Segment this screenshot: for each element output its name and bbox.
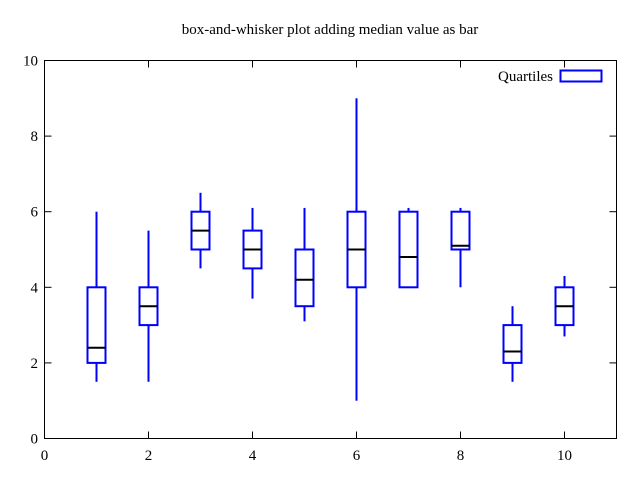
x-tick-label: 4 [249, 448, 257, 464]
y-tick-label: 6 [31, 205, 39, 221]
x-tick-label: 6 [353, 448, 361, 464]
chart-title: box-and-whisker plot adding median value… [182, 22, 479, 38]
box-and-whisker [398, 207, 419, 289]
box-and-whisker [450, 207, 471, 288]
legend: Quartiles [498, 69, 603, 85]
quartile-box [86, 286, 107, 364]
y-tick-label: 4 [31, 280, 39, 296]
box-and-whisker [86, 211, 107, 382]
x-tick-label: 10 [557, 448, 572, 464]
x-tick-label: 2 [145, 448, 153, 464]
box-series [86, 98, 575, 401]
box-and-whisker [190, 192, 211, 269]
quartile-box [294, 248, 315, 308]
box-and-whisker [138, 230, 159, 382]
quartile-box [502, 324, 523, 364]
y-tick-label: 8 [31, 129, 39, 145]
box-and-whisker [294, 207, 315, 322]
quartile-box [398, 210, 419, 289]
legend-label: Quartiles [498, 69, 553, 85]
y-tick-label: 10 [23, 54, 38, 70]
box-and-whisker [346, 98, 367, 401]
x-tick-label: 0 [41, 448, 49, 464]
y-tick-label: 0 [31, 432, 39, 448]
axes: 0 2 4 6 8 10 0 2 4 6 8 10 [23, 54, 617, 464]
box-and-whisker [502, 306, 523, 382]
plot-border [44, 60, 617, 439]
legend-sample-box [559, 69, 603, 83]
box-and-whisker [242, 207, 263, 299]
x-tick-label: 8 [457, 448, 465, 464]
box-and-whisker [554, 275, 575, 337]
quartile-box [450, 210, 471, 251]
y-tick-label: 2 [31, 356, 39, 372]
